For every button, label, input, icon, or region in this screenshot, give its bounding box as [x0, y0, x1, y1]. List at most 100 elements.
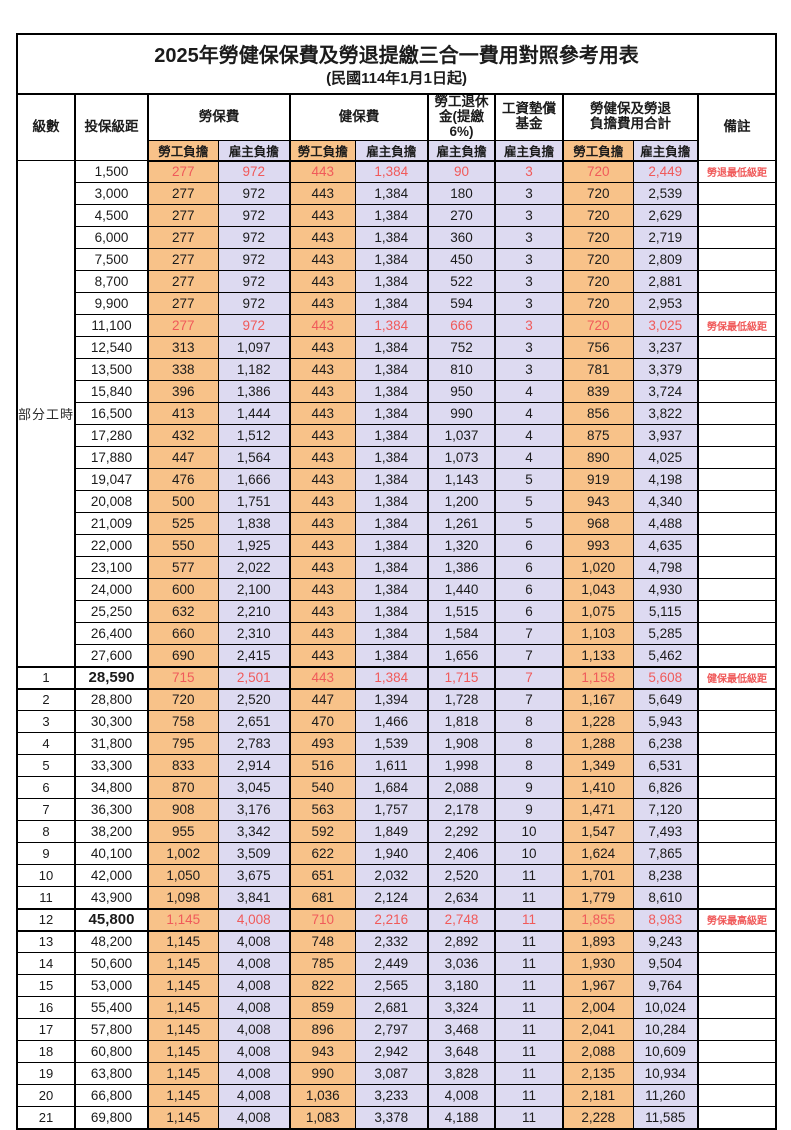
table-row: 5 33,300 833 2,914 516 1,611 1,998 8 1,349 6,531: [16, 754, 777, 778]
note-cell: [696, 248, 777, 272]
total-employee-cell: 781: [562, 358, 634, 382]
labor-fee-employer-cell: 4,008: [217, 952, 291, 976]
total-employee-cell: 1,228: [562, 710, 634, 734]
col-header-bracket: 投保級距: [74, 93, 149, 162]
note-cell: [696, 512, 777, 536]
table-row: 17,280 432 1,512 443 1,384 1,037 4 875 3,937: [17, 424, 777, 448]
bracket-cell: 11,100: [74, 314, 149, 338]
note-cell: [696, 710, 777, 734]
fee-table: 2025年勞健保保費及勞退提繳三合一費用對照參考用表 (民國114年1月1日起)…: [16, 33, 778, 1130]
subheader-total-employer: 雇主負擔: [632, 139, 699, 162]
level-cell: 21: [16, 1106, 76, 1130]
wage-fund-employer-cell: 11: [494, 1106, 564, 1130]
labor-fee-employer-cell: 3,675: [217, 864, 291, 888]
subheader-wage-fund-employer: 雇主負擔: [494, 139, 564, 162]
level-cell: 6: [16, 776, 76, 800]
table-row: 12,540 313 1,097 443 1,384 752 3 756 3,237: [17, 336, 777, 360]
total-employer-cell: 2,809: [632, 248, 699, 272]
note-cell: 勞退最低級距: [696, 160, 777, 184]
bracket-cell: 43,900: [74, 886, 149, 910]
pension-employer-cell: 2,748: [427, 907, 496, 932]
labor-fee-employee-cell: 413: [147, 402, 219, 426]
total-employee-cell: 1,075: [562, 600, 634, 624]
pension-employer-cell: 2,292: [427, 820, 496, 844]
health-fee-employee-cell: 1,083: [289, 1106, 356, 1130]
wage-fund-employer-cell: 10: [494, 820, 564, 844]
wage-fund-employer-cell: 5: [494, 490, 564, 514]
header-group-row: 級數 投保級距 勞保費 健保費 勞工退休 金(提繳6%) 工資墊償 基金 勞健保…: [16, 93, 777, 162]
note-cell: [696, 820, 777, 844]
bracket-cell: 25,250: [74, 600, 149, 624]
wage-fund-employer-cell: 9: [494, 776, 564, 800]
table-row: 19,047 476 1,666 443 1,384 1,143 5 919 4,198: [17, 468, 777, 492]
total-employer-cell: 5,608: [632, 665, 699, 690]
wage-fund-employer-cell: 11: [494, 907, 564, 932]
total-employee-cell: 720: [562, 314, 634, 338]
labor-fee-employee-cell: 277: [147, 248, 219, 272]
total-employer-cell: 6,826: [632, 776, 699, 800]
wage-fund-employer-cell: 11: [494, 996, 564, 1020]
health-fee-employee-cell: 443: [289, 358, 356, 382]
wage-fund-employer-cell: 5: [494, 512, 564, 536]
labor-fee-employer-cell: 3,045: [217, 776, 291, 800]
pension-employer-cell: 1,320: [427, 534, 496, 558]
table-row: 23,100 577 2,022 443 1,384 1,386 6 1,020 4,798: [17, 556, 777, 580]
labor-fee-employee-cell: 338: [147, 358, 219, 382]
note-cell: [696, 1106, 777, 1130]
labor-fee-employer-cell: 4,008: [217, 1018, 291, 1042]
note-cell: [696, 732, 777, 756]
level-cell: 1: [16, 665, 76, 690]
total-employee-cell: 720: [562, 204, 634, 228]
total-employer-cell: 9,243: [632, 930, 699, 954]
wage-fund-employer-cell: 7: [494, 688, 564, 712]
health-fee-employer-cell: 1,384: [354, 490, 429, 514]
labor-fee-employer-cell: 4,008: [217, 974, 291, 998]
health-fee-employer-cell: 2,449: [354, 952, 429, 976]
wage-fund-employer-cell: 4: [494, 424, 564, 448]
wage-fund-employer-cell: 7: [494, 622, 564, 646]
note-cell: 健保最低級距: [696, 665, 777, 690]
labor-fee-employer-cell: 2,100: [217, 578, 291, 602]
labor-fee-employee-cell: 720: [147, 688, 219, 712]
table-row: 3 30,300 758 2,651 470 1,466 1,818 8 1,228 5,943: [16, 710, 777, 734]
pension-employer-cell: 810: [427, 358, 496, 382]
health-fee-employee-cell: 493: [289, 732, 356, 756]
health-fee-employer-cell: 1,384: [354, 665, 429, 690]
labor-fee-employee-cell: 476: [147, 468, 219, 492]
labor-fee-employer-cell: 1,666: [217, 468, 291, 492]
total-employer-cell: 6,531: [632, 754, 699, 778]
bracket-cell: 69,800: [74, 1106, 149, 1130]
bracket-cell: 24,000: [74, 578, 149, 602]
health-fee-employer-cell: 1,384: [354, 424, 429, 448]
table-row: 8 38,200 955 3,342 592 1,849 2,292 10 1,547 7,493: [16, 820, 777, 844]
labor-fee-employer-cell: 972: [217, 160, 291, 184]
wage-fund-employer-cell: 3: [494, 226, 564, 250]
bracket-cell: 60,800: [74, 1040, 149, 1064]
total-employer-cell: 2,449: [632, 160, 699, 184]
labor-fee-employer-cell: 4,008: [217, 930, 291, 954]
pension-employer-cell: 1,818: [427, 710, 496, 734]
labor-fee-employee-cell: 1,145: [147, 930, 219, 954]
labor-fee-employer-cell: 1,512: [217, 424, 291, 448]
total-employer-cell: 7,493: [632, 820, 699, 844]
table-row: 6 34,800 870 3,045 540 1,684 2,088 9 1,410 6,826: [16, 776, 777, 800]
pension-employer-cell: 2,406: [427, 842, 496, 866]
labor-fee-employee-cell: 795: [147, 732, 219, 756]
note-cell: [696, 1084, 777, 1108]
bracket-cell: 66,800: [74, 1084, 149, 1108]
note-cell: [696, 556, 777, 580]
bracket-cell: 31,800: [74, 732, 149, 756]
total-employee-cell: 919: [562, 468, 634, 492]
note-cell: [696, 534, 777, 558]
labor-fee-employee-cell: 758: [147, 710, 219, 734]
pension-employer-cell: 1,515: [427, 600, 496, 624]
wage-fund-employer-cell: 11: [494, 1084, 564, 1108]
health-fee-employee-cell: 443: [289, 468, 356, 492]
labor-fee-employer-cell: 1,097: [217, 336, 291, 360]
total-employer-cell: 4,930: [632, 578, 699, 602]
labor-fee-employer-cell: 2,783: [217, 732, 291, 756]
wage-fund-employer-cell: 4: [494, 380, 564, 404]
health-fee-employer-cell: 1,384: [354, 336, 429, 360]
wage-fund-employer-cell: 3: [494, 336, 564, 360]
total-employee-cell: 1,410: [562, 776, 634, 800]
